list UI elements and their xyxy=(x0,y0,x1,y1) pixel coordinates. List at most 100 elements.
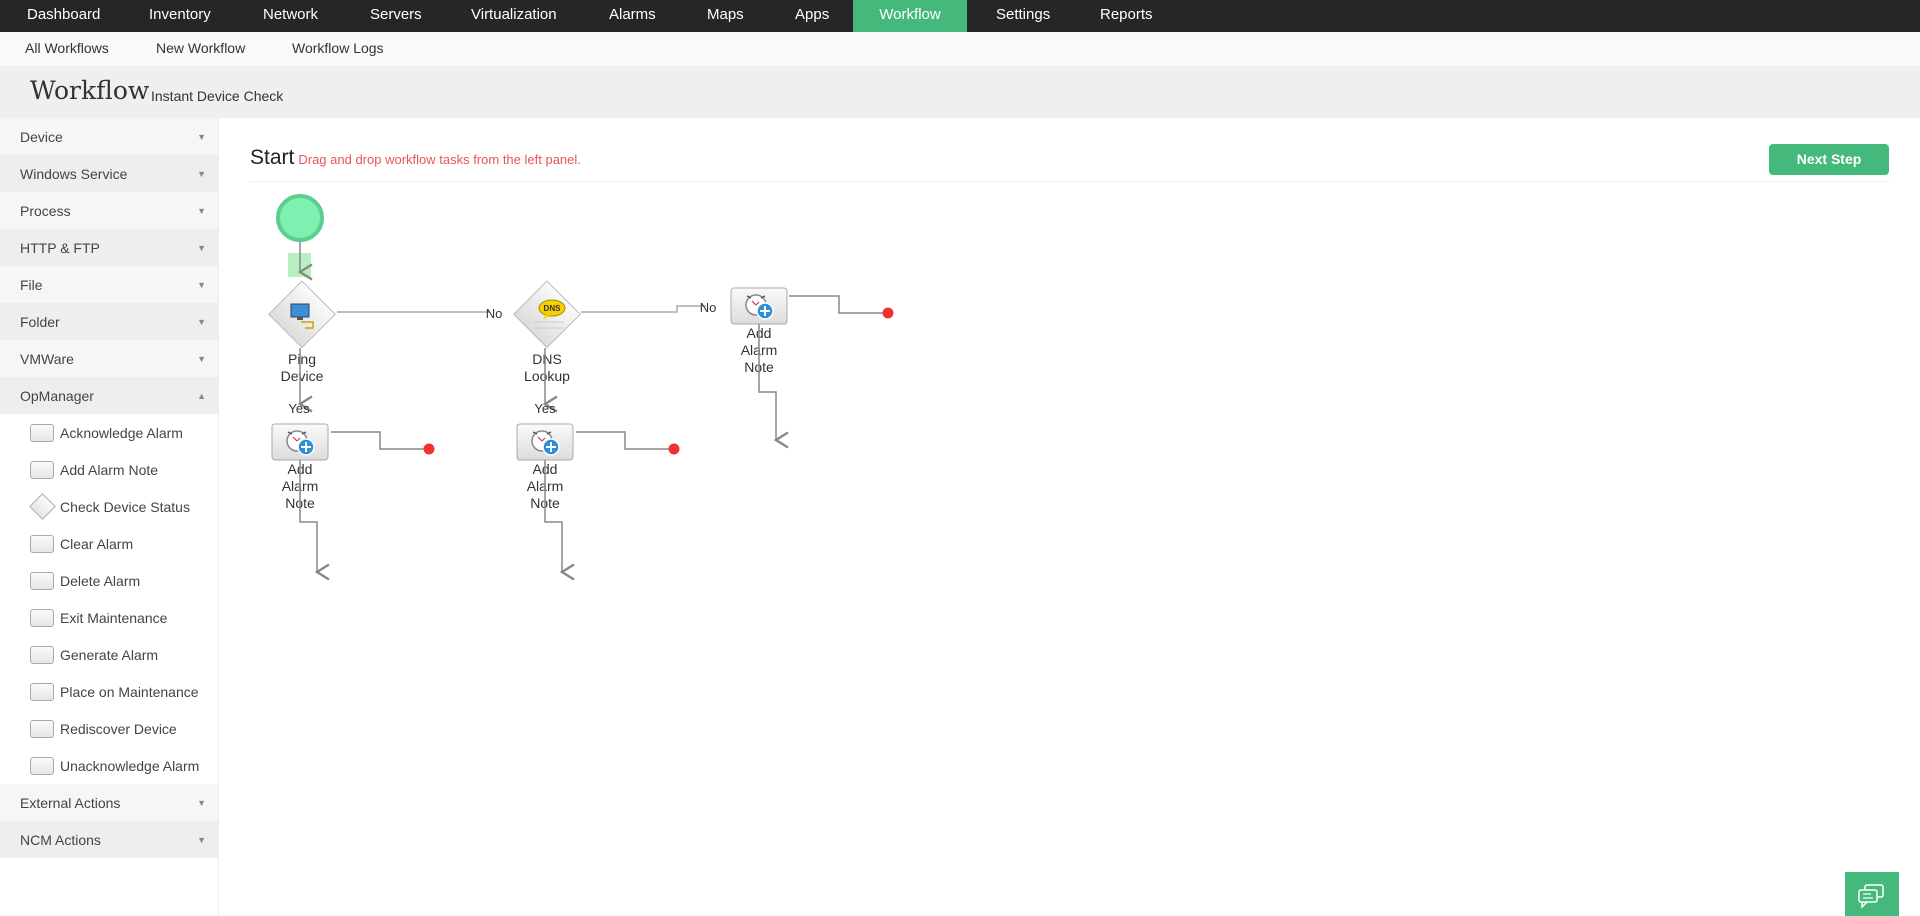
group-label: VMWare xyxy=(20,350,74,367)
action-task-icon xyxy=(30,535,54,553)
task-label: Clear Alarm xyxy=(60,535,134,552)
connector xyxy=(789,295,883,314)
add-alarm-note-node-3[interactable] xyxy=(730,287,788,325)
group-label: HTTP & FTP xyxy=(20,239,100,256)
nav-workflow[interactable]: Workflow xyxy=(853,0,967,32)
dns-icon-text: DNS xyxy=(544,304,562,313)
top-nav: Dashboard Inventory Network Servers Virt… xyxy=(0,0,1920,32)
task-acknowledge-alarm[interactable]: Acknowledge Alarm xyxy=(0,414,218,451)
task-clear-alarm[interactable]: Clear Alarm xyxy=(0,525,218,562)
task-label: Rediscover Device xyxy=(60,720,177,737)
sidebar-group-device[interactable]: Device ▼ xyxy=(0,118,218,155)
start-heading: Start xyxy=(250,146,295,169)
task-check-device-status[interactable]: Check Device Status xyxy=(0,488,218,525)
sidebar-group-ncm-actions[interactable]: NCM Actions ▼ xyxy=(0,821,218,858)
nav-network[interactable]: Network xyxy=(263,6,319,23)
nav-apps[interactable]: Apps xyxy=(795,6,830,23)
chat-button[interactable] xyxy=(1845,872,1899,916)
sidebar-group-windows-service[interactable]: Windows Service ▼ xyxy=(0,155,218,192)
canvas-heading: Start Drag and drop workflow tasks from t… xyxy=(250,146,581,170)
task-label: Generate Alarm xyxy=(60,646,159,663)
canvas-hint: Drag and drop workflow tasks from the le… xyxy=(298,152,581,167)
group-label: NCM Actions xyxy=(20,831,101,848)
task-add-alarm-note[interactable]: Add Alarm Note xyxy=(0,451,218,488)
nav-reports[interactable]: Reports xyxy=(1100,6,1153,23)
chevron-down-icon: ▼ xyxy=(197,797,206,808)
action-task-icon xyxy=(30,572,54,590)
end-node[interactable] xyxy=(423,443,435,455)
connector xyxy=(576,431,669,450)
chevron-down-icon: ▼ xyxy=(197,131,206,142)
task-delete-alarm[interactable]: Delete Alarm xyxy=(0,562,218,599)
task-label: Place on Maintenance xyxy=(60,683,199,700)
nav-dashboard[interactable]: Dashboard xyxy=(27,6,101,23)
ping-label-2: Device xyxy=(281,368,324,384)
subnav-all-workflows[interactable]: All Workflows xyxy=(25,40,109,56)
task-label: Check Device Status xyxy=(60,498,190,515)
action-task-icon xyxy=(30,646,54,664)
workflow-diagram: Ping Device No Yes DNS DNS Lookup No Yes… xyxy=(268,194,894,581)
divider xyxy=(250,181,1890,182)
add-alarm-note-node-2[interactable] xyxy=(516,423,574,461)
nav-virtualization[interactable]: Virtualization xyxy=(471,6,557,23)
connector xyxy=(331,431,424,450)
subnav-new-workflow[interactable]: New Workflow xyxy=(156,40,246,56)
group-label: External Actions xyxy=(20,794,121,811)
group-label: Device xyxy=(20,128,63,145)
action-task-icon xyxy=(30,609,54,627)
nav-servers[interactable]: Servers xyxy=(370,6,422,23)
dns-lookup-node[interactable]: DNS xyxy=(513,280,581,349)
chevron-down-icon: ▼ xyxy=(197,316,206,327)
task-exit-maintenance[interactable]: Exit Maintenance xyxy=(0,599,218,636)
chevron-down-icon: ▼ xyxy=(197,279,206,290)
page-header: Workflow Instant Device Check xyxy=(0,66,1920,118)
sidebar-group-external-actions[interactable]: External Actions ▼ xyxy=(0,784,218,821)
task-place-on-maintenance[interactable]: Place on Maintenance xyxy=(0,673,218,710)
task-label: Acknowledge Alarm xyxy=(60,424,183,441)
chevron-down-icon: ▼ xyxy=(197,834,206,845)
task-generate-alarm[interactable]: Generate Alarm xyxy=(0,636,218,673)
page-title: Workflow xyxy=(30,76,150,105)
ping-device-node[interactable] xyxy=(268,280,336,349)
no-label: No xyxy=(486,306,503,321)
page-subtitle: Instant Device Check xyxy=(151,88,284,104)
action-task-icon xyxy=(30,424,54,442)
task-unacknowledge-alarm[interactable]: Unacknowledge Alarm xyxy=(0,747,218,784)
nav-alarms[interactable]: Alarms xyxy=(609,6,656,23)
connector-out[interactable] xyxy=(299,460,330,581)
task-label: Add Alarm Note xyxy=(60,461,159,478)
group-label: Process xyxy=(20,202,71,219)
end-node[interactable] xyxy=(882,307,894,319)
task-sidebar: Device ▼ Windows Service ▼ Process ▼ HTTP & FT… xyxy=(0,118,219,916)
sidebar-group-folder[interactable]: Folder ▼ xyxy=(0,303,218,340)
no-label: No xyxy=(700,300,717,315)
chevron-down-icon: ▼ xyxy=(197,353,206,364)
sidebar-group-process[interactable]: Process ▼ xyxy=(0,192,218,229)
yes-label: Yes xyxy=(288,401,310,416)
sidebar-group-opmanager[interactable]: OpManager ▲ xyxy=(0,377,218,414)
task-rediscover-device[interactable]: Rediscover Device xyxy=(0,710,218,747)
subnav-workflow-logs[interactable]: Workflow Logs xyxy=(292,40,384,56)
group-label: File xyxy=(20,276,43,293)
next-step-button[interactable]: Next Step xyxy=(1769,144,1889,175)
task-label: Delete Alarm xyxy=(60,572,141,589)
connector-out[interactable] xyxy=(544,460,575,581)
start-node[interactable] xyxy=(276,194,324,242)
sidebar-group-http-ftp[interactable]: HTTP & FTP ▼ xyxy=(0,229,218,266)
nav-settings[interactable]: Settings xyxy=(996,6,1051,23)
action-task-icon xyxy=(30,461,54,479)
action-task-icon xyxy=(30,683,54,701)
dns-label-1: DNS xyxy=(532,351,562,367)
connector-out[interactable] xyxy=(758,324,789,449)
nav-maps[interactable]: Maps xyxy=(707,6,744,23)
sidebar-group-vmware[interactable]: VMWare ▼ xyxy=(0,340,218,377)
sidebar-group-file[interactable]: File ▼ xyxy=(0,266,218,303)
end-node[interactable] xyxy=(668,443,680,455)
yes-label: Yes xyxy=(534,401,556,416)
action-task-icon xyxy=(30,720,54,738)
nav-inventory[interactable]: Inventory xyxy=(149,6,211,23)
add-alarm-note-node-1[interactable] xyxy=(271,423,329,461)
chevron-down-icon: ▼ xyxy=(197,205,206,216)
ping-label-1: Ping xyxy=(288,351,316,367)
dns-icon: DNS xyxy=(534,299,566,329)
